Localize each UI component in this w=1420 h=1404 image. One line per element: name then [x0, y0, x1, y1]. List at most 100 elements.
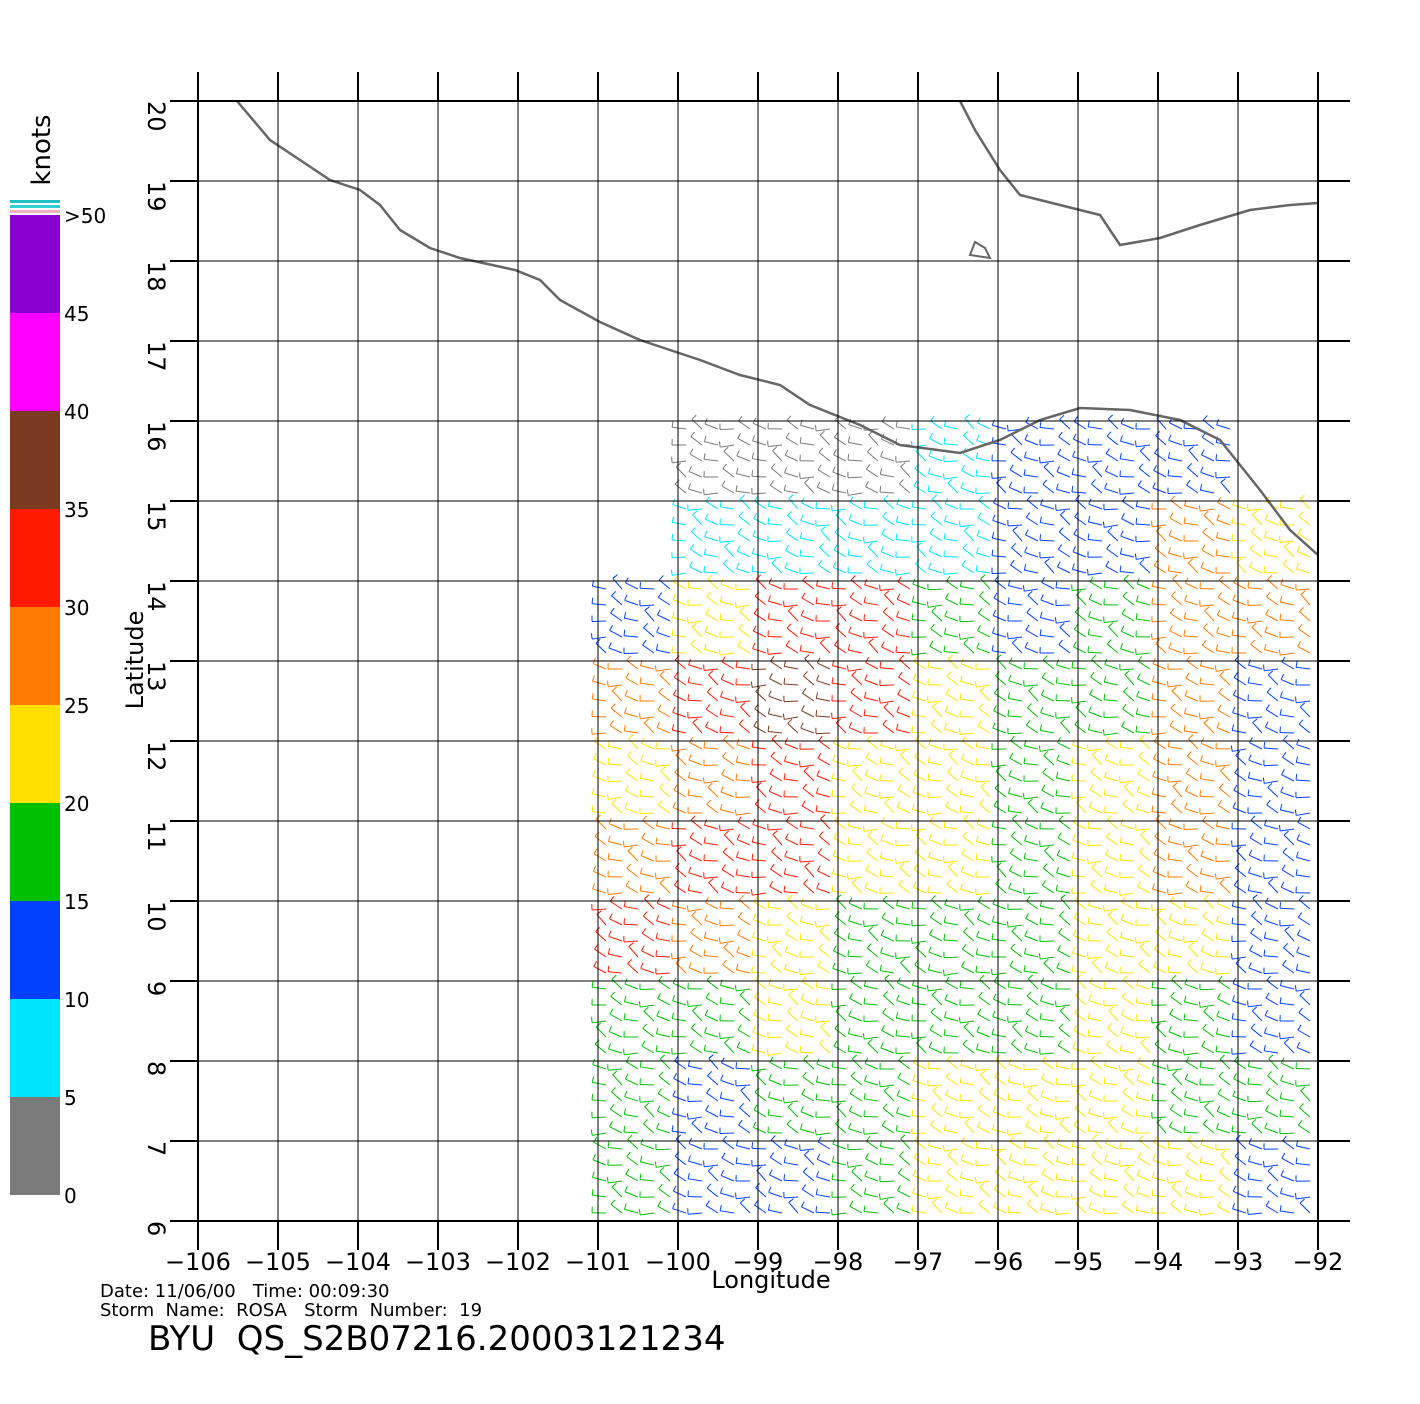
wind-barb	[1088, 822, 1089, 828]
wind-barb	[1008, 633, 1009, 639]
wind-barb	[1168, 966, 1169, 972]
wind-barb	[847, 873, 848, 879]
y-tick-label: 15	[142, 501, 170, 532]
y-tick-label: 13	[142, 661, 170, 692]
wind-barb	[1152, 806, 1153, 812]
wind-barb	[1008, 710, 1009, 716]
wind-barb	[927, 985, 928, 991]
x-tick-label: −100	[645, 1248, 711, 1276]
wind-barb	[607, 1177, 608, 1183]
wind-barb	[911, 649, 912, 655]
wind-barb	[880, 1081, 881, 1087]
wind-barb	[800, 1046, 801, 1052]
wind-barb	[1296, 774, 1297, 780]
wind-barb	[1216, 838, 1217, 844]
wind-barb	[784, 678, 785, 684]
wind-barb	[992, 1046, 993, 1052]
colorbar-stripe	[10, 205, 60, 208]
wind-barb	[592, 1017, 593, 1023]
wind-barb	[688, 1078, 689, 1084]
wind-barb	[815, 1129, 816, 1135]
wind-barb	[1168, 889, 1169, 895]
colorbar-segment	[10, 999, 60, 1097]
x-tick-label: −103	[405, 1248, 471, 1276]
colorbar-segment	[10, 313, 60, 411]
wind-barb	[1072, 1158, 1073, 1164]
wind-barb	[752, 854, 753, 860]
wind-barb	[736, 1193, 737, 1199]
y-tick-label: 10	[142, 901, 170, 932]
wind-barb	[816, 633, 817, 639]
x-tick-label: −96	[973, 1248, 1024, 1276]
wind-barb	[912, 825, 913, 831]
colorbar-segment	[10, 411, 60, 509]
wind-barb	[1279, 825, 1280, 831]
x-tick-label: −102	[485, 1248, 551, 1276]
wind-barb	[640, 790, 641, 796]
wind-barb	[928, 774, 929, 780]
footer-line: Storm Name: ROSA Storm Number: 19	[100, 1300, 482, 1321]
y-axis-label: Latitude	[121, 611, 149, 710]
wind-barb	[1023, 793, 1024, 799]
wind-barb	[720, 825, 721, 831]
wind-barb	[1136, 726, 1137, 732]
wind-barb	[624, 1126, 625, 1132]
wind-barb	[784, 886, 785, 892]
y-tick-label: 12	[142, 741, 170, 772]
wind-barb	[1264, 742, 1265, 748]
wind-barb	[639, 1209, 640, 1215]
wind-barb	[976, 966, 977, 972]
wind-barb	[1104, 1113, 1105, 1119]
wind-barb	[1007, 1129, 1008, 1135]
wind-barb	[976, 1142, 977, 1148]
colorbar-label: 15	[64, 890, 89, 914]
colorbar-label: 30	[64, 596, 89, 620]
wind-barb	[1088, 1030, 1089, 1036]
footer-title: BYU QS_S2B07216.20003121234	[148, 1319, 726, 1359]
wind-barb	[1248, 1001, 1249, 1007]
wind-barb	[912, 1110, 913, 1116]
wind-barb	[1199, 713, 1200, 719]
wind-barb	[831, 505, 832, 511]
wind-barb	[592, 598, 593, 604]
wind-barb	[1280, 614, 1281, 620]
colorbar-label: 45	[64, 302, 89, 326]
wind-barb	[768, 518, 769, 524]
x-tick-label: −92	[1293, 1248, 1344, 1276]
wind-barb	[1039, 457, 1040, 463]
y-tick-label: 18	[142, 261, 170, 292]
x-tick-label: −105	[245, 1248, 311, 1276]
wind-barb	[768, 1014, 769, 1020]
wind-barb	[1056, 1001, 1057, 1007]
wind-barb	[768, 937, 769, 943]
wind-barb	[880, 662, 881, 668]
wind-barb	[960, 806, 961, 812]
wind-barb	[736, 774, 737, 780]
colorbar-stripe	[10, 210, 60, 213]
wind-barb	[831, 1209, 832, 1215]
wind-barb	[848, 454, 849, 460]
wind-barb	[944, 857, 945, 863]
wind-barb	[1087, 569, 1088, 575]
colorbar-label: 20	[64, 792, 89, 816]
wind-barb	[1264, 665, 1265, 671]
wind-barb	[991, 761, 992, 767]
wind-barb	[1184, 553, 1185, 559]
wind-barb	[944, 438, 945, 444]
wind-barb	[832, 790, 833, 796]
y-tick-label: 6	[142, 1221, 170, 1236]
wind-barb	[592, 1094, 593, 1100]
wind-barb	[1136, 441, 1137, 447]
colorbar-segment	[10, 901, 60, 999]
wind-barb	[992, 969, 993, 975]
y-tick-label: 19	[142, 181, 170, 212]
footer-line: Date: 11/06/00 Time: 00:09:30	[100, 1281, 390, 1302]
wind-barb	[1296, 697, 1297, 703]
wind-barb	[1152, 598, 1153, 604]
x-tick-label: −106	[165, 1248, 231, 1276]
colorbar-segment	[10, 1097, 60, 1195]
wind-barb	[640, 713, 641, 719]
wind-barb	[704, 566, 705, 572]
wind-barb	[1263, 1161, 1264, 1167]
